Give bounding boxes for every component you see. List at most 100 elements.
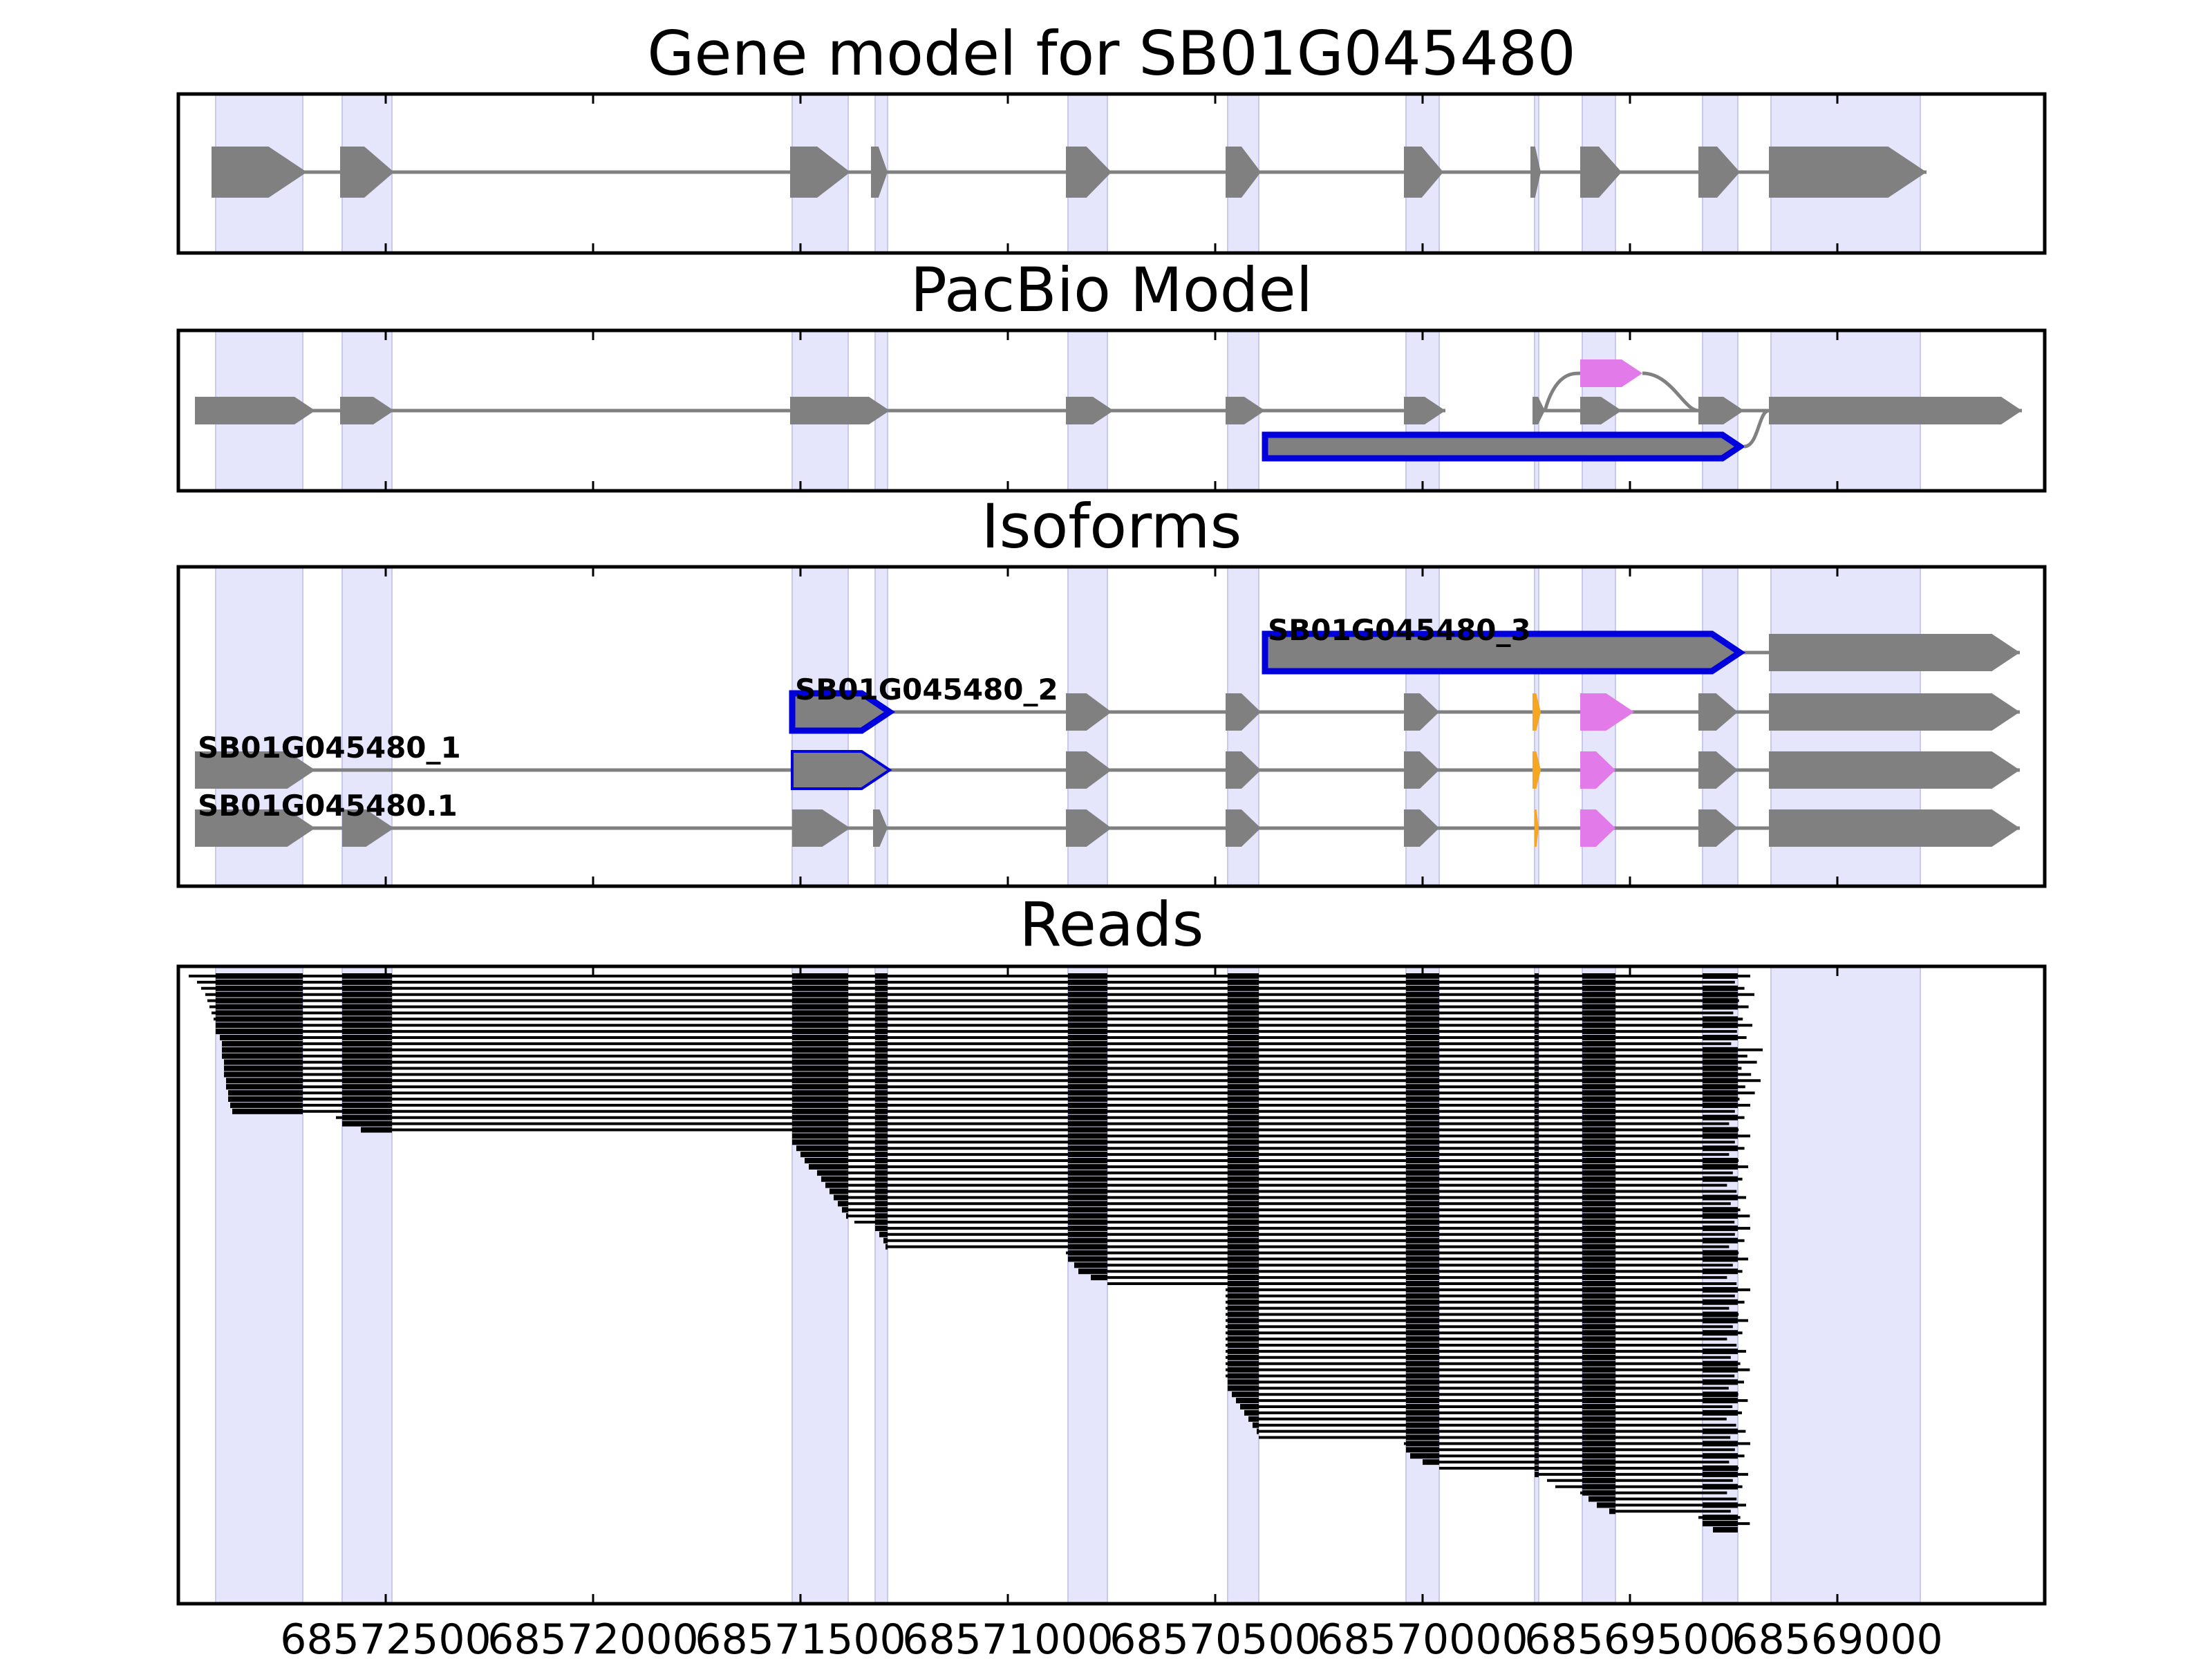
- read-block: [1068, 1090, 1107, 1096]
- read-block: [228, 1096, 303, 1102]
- exon-block: [1580, 147, 1622, 198]
- exon-block: [1698, 147, 1740, 198]
- read-block: [1582, 1477, 1615, 1483]
- read-block: [792, 973, 848, 979]
- exon-block: [1226, 809, 1261, 847]
- isoform-label: SB01G045480_2: [795, 673, 1058, 706]
- panel-3: Isoforms SB01G045480_3 SB01G045480_2 SB01G0…: [176, 491, 2047, 888]
- read-block: [1406, 1231, 1439, 1237]
- read-block: [1582, 1305, 1615, 1311]
- exon-block: [1262, 630, 1746, 675]
- exon-block: [873, 809, 888, 847]
- read-block: [224, 1071, 303, 1078]
- transcript-row: SB01G045480.1: [195, 789, 2020, 847]
- read-block: [1068, 1237, 1107, 1244]
- read-block: [1582, 1471, 1615, 1477]
- read-block: [1535, 1194, 1539, 1201]
- read-block: [1068, 1176, 1107, 1182]
- panel-1: Gene model for SB01G045480: [176, 18, 2047, 255]
- read-block: [1582, 1342, 1615, 1348]
- read-block: [1582, 1207, 1615, 1213]
- read-block: [1406, 1145, 1439, 1152]
- read-block: [1068, 1133, 1107, 1139]
- read-block: [216, 973, 303, 979]
- isoform-label: SB01G045480.1: [198, 789, 458, 823]
- read-block: [1406, 997, 1439, 1004]
- panel-frame: [176, 565, 2047, 888]
- read-block: [1406, 1059, 1439, 1065]
- read-block: [875, 1201, 888, 1207]
- read-block: [1535, 1152, 1539, 1158]
- read-block: [1406, 1434, 1439, 1441]
- read-block: [792, 1133, 848, 1139]
- read-block: [1406, 1416, 1439, 1422]
- read-block: [1535, 1170, 1539, 1176]
- read-block: [1582, 1256, 1615, 1262]
- read-block: [1228, 1324, 1259, 1330]
- read-block: [1582, 1084, 1615, 1090]
- read-block: [1257, 1428, 1259, 1434]
- read-block: [1228, 1163, 1259, 1170]
- exon-block: [1226, 397, 1265, 424]
- read-block: [1703, 1163, 1738, 1170]
- read-block: [1582, 997, 1615, 1004]
- read-block: [1582, 1490, 1615, 1496]
- read-block: [792, 1035, 848, 1040]
- read-block: [1535, 1330, 1539, 1336]
- read-block: [1535, 1336, 1539, 1342]
- read-block: [792, 1047, 848, 1053]
- read-block: [1582, 1268, 1615, 1275]
- read-block: [1068, 1065, 1107, 1071]
- read-block: [1582, 1237, 1615, 1244]
- read-block: [875, 1213, 888, 1219]
- read-block: [1535, 1084, 1539, 1090]
- read-block: [361, 1127, 392, 1133]
- read-block: [1535, 1114, 1539, 1121]
- read-block: [875, 1029, 888, 1035]
- read-block: [1228, 1237, 1259, 1244]
- read-block: [342, 1059, 392, 1065]
- read-block: [875, 1010, 888, 1016]
- read-block: [1406, 1354, 1439, 1360]
- read-block: [875, 1182, 888, 1188]
- read-block: [1535, 1268, 1539, 1275]
- read-block: [1406, 1213, 1439, 1219]
- read-block: [875, 1022, 888, 1029]
- x-tick-label: 68571500: [695, 1615, 906, 1659]
- read-block: [1406, 1108, 1439, 1114]
- read-block: [875, 1016, 888, 1022]
- read-block: [1582, 1324, 1615, 1330]
- read-block: [1228, 1318, 1259, 1324]
- read-block: [1228, 1213, 1259, 1219]
- read-block: [1406, 1035, 1439, 1040]
- read-block: [792, 1127, 848, 1133]
- read-block: [1535, 1108, 1539, 1114]
- read-block: [1406, 1040, 1439, 1047]
- read-block: [1406, 1207, 1439, 1213]
- read-block: [1406, 1127, 1439, 1133]
- read-block: [1406, 1158, 1439, 1163]
- read-block: [342, 979, 392, 985]
- read-block: [342, 1108, 392, 1114]
- read-block: [834, 1194, 848, 1201]
- exon-block: [1066, 397, 1114, 424]
- exon-block: [1066, 147, 1112, 198]
- read-block: [1582, 1293, 1615, 1299]
- read-block: [1068, 1231, 1107, 1237]
- read-block: [1535, 1010, 1539, 1016]
- read-block: [1703, 1053, 1738, 1059]
- exon-block: [1226, 751, 1261, 789]
- read-block: [1406, 1391, 1439, 1398]
- read-block: [1582, 1225, 1615, 1231]
- read-block: [846, 1213, 848, 1219]
- read-block: [1582, 1158, 1615, 1163]
- read-block: [1535, 1182, 1539, 1188]
- read-block: [1582, 973, 1615, 979]
- read-block: [1703, 1225, 1738, 1231]
- read-block: [1582, 1428, 1615, 1434]
- read-block: [1703, 1065, 1738, 1071]
- read-block: [1582, 1102, 1615, 1108]
- read-block: [800, 1152, 848, 1158]
- x-tick-label: 68570500: [1109, 1615, 1320, 1659]
